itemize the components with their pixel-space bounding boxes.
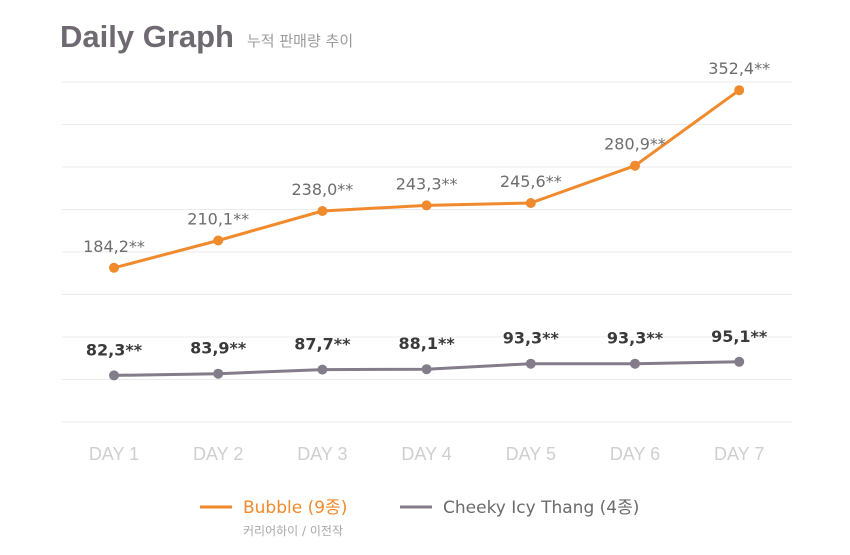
data-label: 238,0** [291, 180, 353, 199]
legend-label-cheeky-icy-thang[interactable]: Cheeky Icy Thang (4종) [443, 498, 639, 518]
series-1: 82,3** 83,9** 87,7** 88,1** 93,3** 93,3** 95,1… [86, 327, 768, 381]
legend: Bubble (9종) 커리어하이 / 이전작 Cheeky Icy Thang… [200, 498, 639, 538]
x-tick-label: DAY 1 [89, 444, 139, 464]
data-point[interactable] [421, 364, 432, 375]
x-tick-label: DAY 3 [297, 444, 347, 464]
data-label: 210,1** [187, 210, 249, 229]
data-point[interactable] [317, 364, 328, 375]
grid-lines [62, 81, 792, 423]
data-point[interactable] [630, 160, 640, 171]
data-point[interactable] [213, 235, 224, 246]
data-label: 184,2** [83, 237, 145, 256]
x-axis-ticks: DAY 1 DAY 2 DAY 3 DAY 4 DAY 5 DAY 6 DAY 7 [89, 444, 765, 464]
data-point[interactable] [421, 200, 432, 211]
chart-title: Daily Graph [60, 19, 234, 54]
data-point[interactable] [109, 262, 119, 273]
data-point[interactable] [525, 198, 536, 208]
series-layer: 184,2** 210,1** 238,0** 243,3** 245,6** 280,9… [83, 59, 770, 381]
legend-sublabel-bubble: 커리어하이 / 이전작 [243, 524, 343, 538]
x-tick-label: DAY 5 [506, 444, 556, 464]
data-label: 93,3** [607, 329, 664, 348]
series-0: 184,2** 210,1** 238,0** 243,3** 245,6** 280,9… [83, 59, 770, 273]
data-point[interactable] [213, 368, 224, 379]
data-point[interactable] [734, 85, 745, 96]
data-point[interactable] [317, 206, 328, 216]
data-label: 82,3** [86, 340, 143, 359]
data-label: 93,3** [503, 329, 560, 348]
data-point[interactable] [630, 358, 640, 369]
data-label: 95,1** [711, 327, 768, 346]
x-tick-label: DAY 7 [714, 444, 764, 464]
data-label: 83,9** [190, 339, 247, 358]
data-point[interactable] [109, 370, 119, 381]
data-label: 352,4** [708, 59, 770, 78]
legend-label-bubble[interactable]: Bubble (9종) [243, 498, 347, 518]
data-label: 280,9** [604, 135, 666, 154]
chart-subtitle: 누적 판매량 추이 [247, 32, 353, 50]
data-label: 87,7** [294, 335, 351, 354]
data-point[interactable] [525, 358, 536, 369]
x-tick-label: DAY 4 [401, 444, 451, 464]
data-label: 243,3** [396, 174, 458, 193]
data-label: 245,6** [500, 172, 562, 191]
x-tick-label: DAY 2 [193, 444, 243, 464]
data-label: 88,1** [398, 334, 455, 353]
data-point[interactable] [734, 356, 745, 367]
x-tick-label: DAY 6 [610, 444, 660, 464]
